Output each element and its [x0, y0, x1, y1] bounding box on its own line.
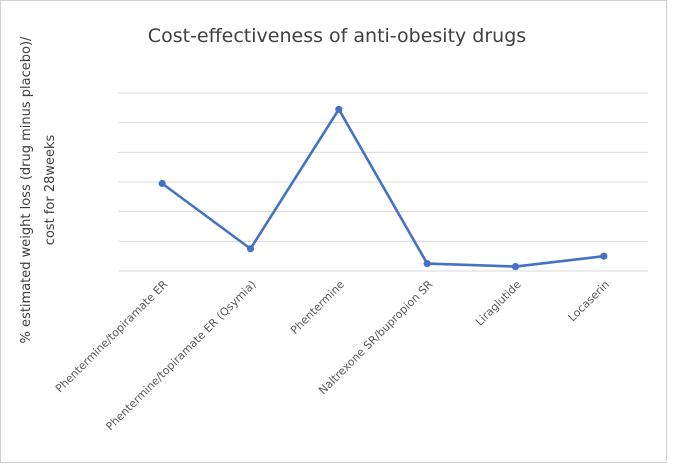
- data-point: [423, 259, 431, 268]
- y-axis-label: % estimated weight loss (drug minus plac…: [19, 36, 58, 343]
- x-tick-label: Locaserin: [566, 278, 612, 324]
- x-tick-label: Phentermine: [288, 278, 347, 337]
- y-axis-label-line-2: cost for 28weeks: [43, 134, 58, 245]
- plot-area: [158, 105, 608, 271]
- data-point: [600, 252, 608, 260]
- chart-border: [0, 0, 667, 463]
- x-axis-tick-labels: Phentermine/topiramate ERPhentermine/top…: [53, 278, 612, 433]
- series-line: [160, 108, 606, 268]
- y-axis-label-line-1: % estimated weight loss (drug minus plac…: [19, 36, 34, 343]
- gridlines: [118, 92, 648, 272]
- x-tick-label: Phentermine/topiramate ER (Qsymia): [103, 278, 258, 433]
- data-point: [246, 245, 255, 253]
- data-point: [158, 179, 166, 188]
- chart-title: Cost-effectiveness of anti-obesity drugs: [148, 25, 526, 47]
- data-point: [335, 105, 343, 113]
- data-point: [511, 262, 520, 271]
- x-tick-label: Liraglutide: [473, 278, 524, 329]
